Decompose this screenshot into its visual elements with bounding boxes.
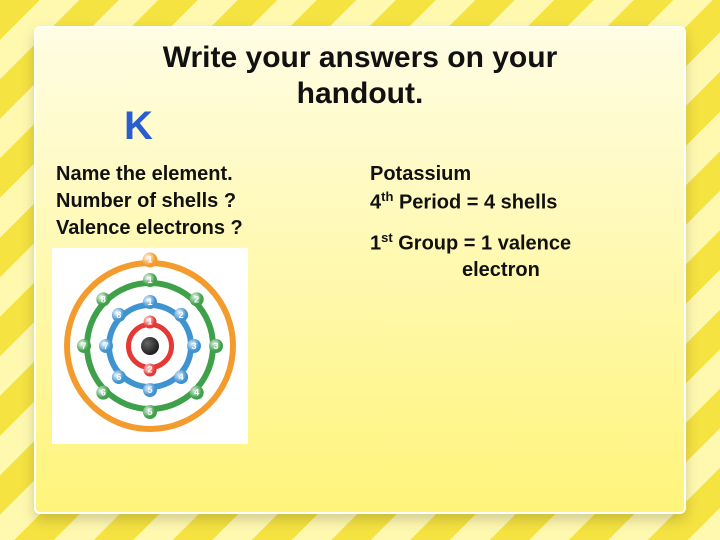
page-title: Write your answers on your handout. <box>56 40 664 112</box>
answer-name: Potassium <box>370 161 664 188</box>
answers-column: Potassium 4th Period = 4 shells 1st Grou… <box>370 161 664 444</box>
atom-shell <box>64 260 236 432</box>
title-line1: Write your answers on your <box>163 41 558 74</box>
answer-valence-num: 1 <box>370 232 381 254</box>
slide: Write your answers on your handout. K Na… <box>34 26 686 514</box>
answer-shells-text: Period = 4 shells <box>393 192 557 214</box>
answer-shells-sup: th <box>381 189 393 204</box>
content-columns: Name the element. Number of shells ? Val… <box>56 161 664 444</box>
answer-valence-sup: st <box>381 230 393 245</box>
answer-valence-line2: electron <box>370 257 664 284</box>
answer-shells: 4th Period = 4 shells <box>370 188 664 217</box>
question-shells: Number of shells ? <box>56 188 350 215</box>
question-valence: Valence electrons ? <box>56 215 350 242</box>
answer-shells-num: 4 <box>370 192 381 214</box>
question-name: Name the element. <box>56 161 350 188</box>
atom-diagram: 1212345678123456781 <box>52 248 248 444</box>
answer-valence: 1st Group = 1 valence <box>370 229 664 258</box>
atom-electron: 1 <box>143 253 158 268</box>
questions-column: Name the element. Number of shells ? Val… <box>56 161 350 444</box>
answer-valence-text: Group = 1 valence <box>393 232 571 254</box>
title-line2: handout. <box>297 77 424 110</box>
